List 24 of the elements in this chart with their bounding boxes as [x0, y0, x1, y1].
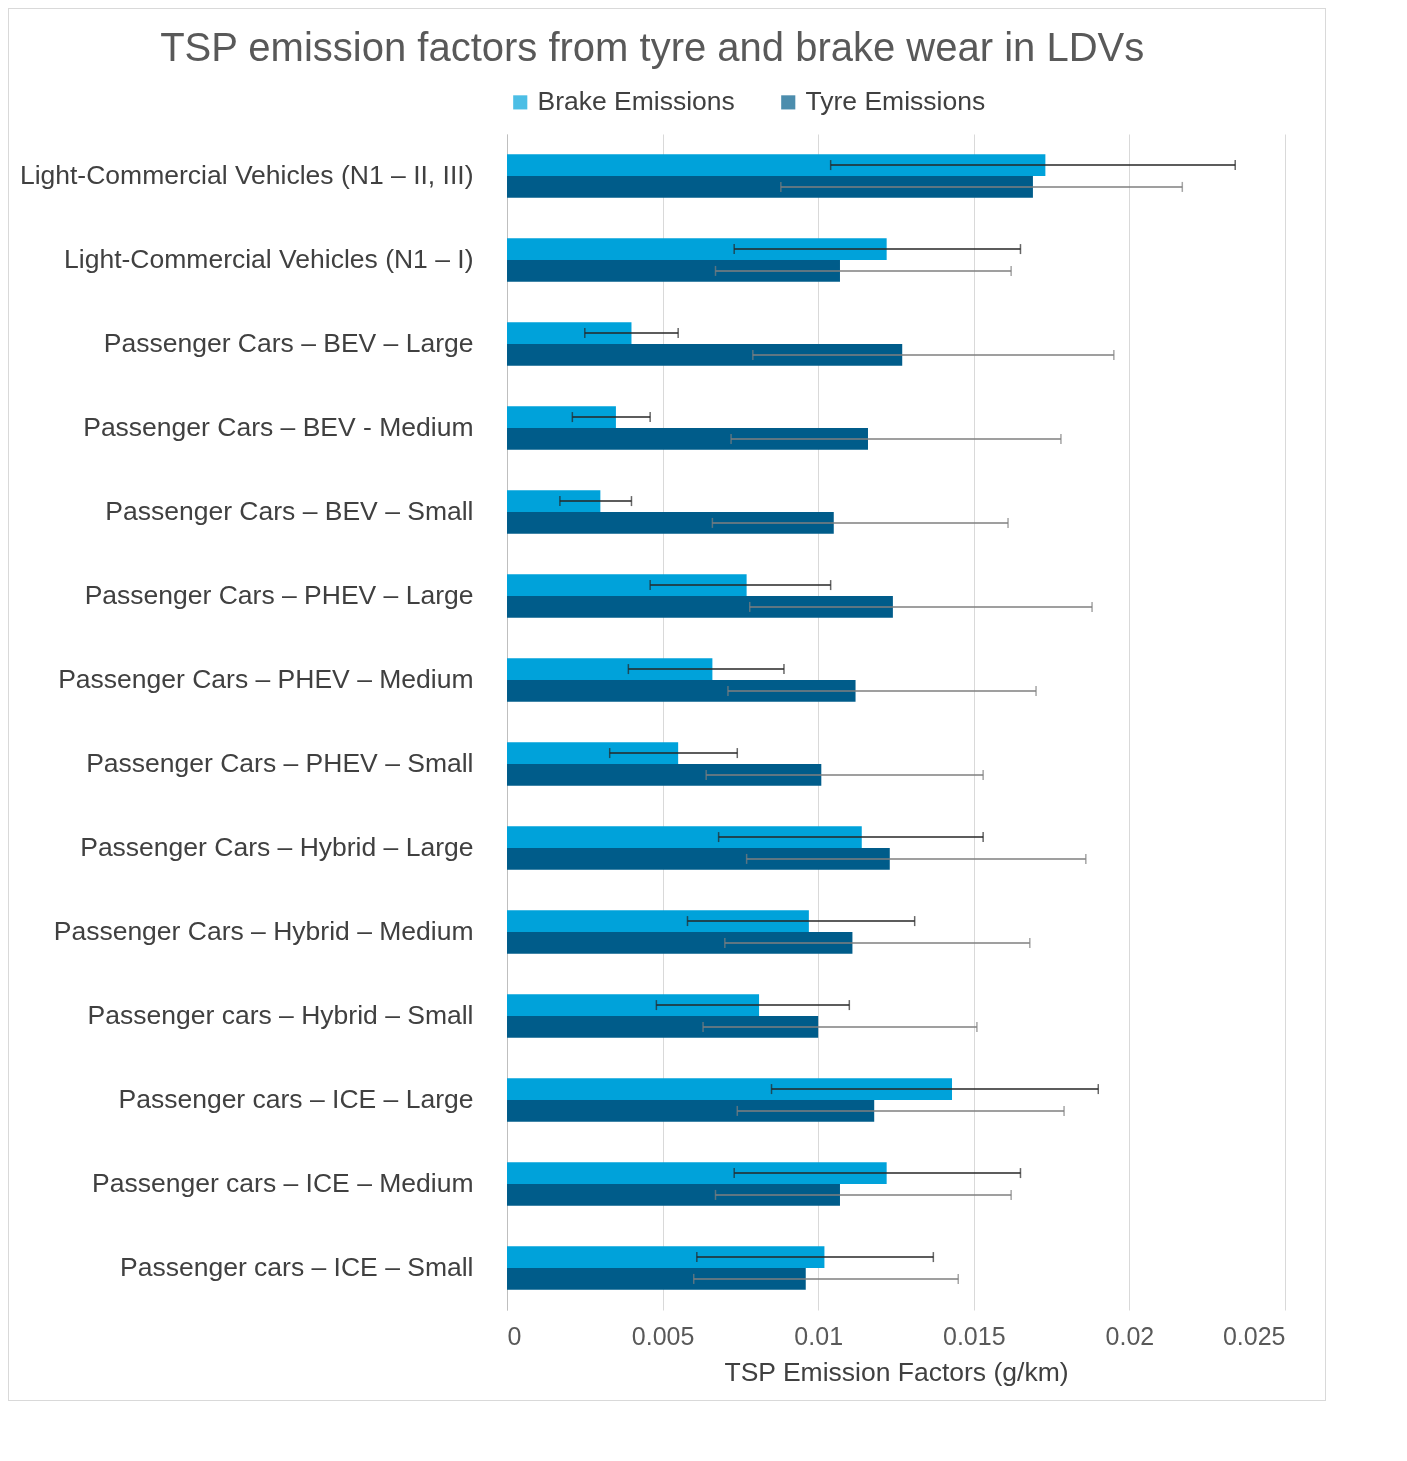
x-tick-label: 0 [507, 1321, 522, 1350]
y-tick-label: Passenger Cars – BEV - Medium [83, 412, 474, 442]
chart-title: TSP emission factors from tyre and brake wear in LDVs [160, 25, 1145, 69]
x-tick-label: 0.005 [631, 1321, 695, 1350]
x-tick-label: 0.01 [794, 1321, 844, 1350]
y-tick-label: Passenger cars – Hybrid – Small [87, 1000, 474, 1030]
x-tick-label: 0.025 [1222, 1321, 1286, 1350]
y-tick-label: Passenger cars – ICE – Large [118, 1084, 474, 1114]
y-tick-label: Passenger Cars – BEV – Large [103, 328, 474, 358]
y-tick-label: Light-Commercial Vehicles (N1 – II, III) [19, 160, 474, 190]
x-axis-title: TSP Emission Factors (g/km) [724, 1356, 1069, 1387]
y-tick-label: Passenger Cars – PHEV – Medium [58, 664, 474, 694]
y-tick-label: Passenger Cars – PHEV – Small [86, 748, 474, 778]
y-tick-label: Passenger cars – ICE – Small [120, 1252, 474, 1282]
legend-label: Brake Emissions [537, 86, 735, 117]
y-tick-label: Passenger Cars – Hybrid – Medium [53, 916, 474, 946]
y-tick-label: Passenger Cars – BEV – Small [105, 496, 474, 526]
legend-label: Tyre Emissions [805, 86, 986, 117]
y-tick-label: Passenger cars – ICE – Medium [92, 1168, 474, 1198]
y-tick-label: Passenger Cars – Hybrid – Large [80, 832, 474, 862]
x-tick-label: 0.02 [1105, 1321, 1155, 1350]
y-tick-label: Light-Commercial Vehicles (N1 – I) [64, 244, 474, 274]
x-tick-label: 0.015 [943, 1321, 1006, 1350]
y-tick-label: Passenger Cars – PHEV – Large [84, 580, 474, 610]
